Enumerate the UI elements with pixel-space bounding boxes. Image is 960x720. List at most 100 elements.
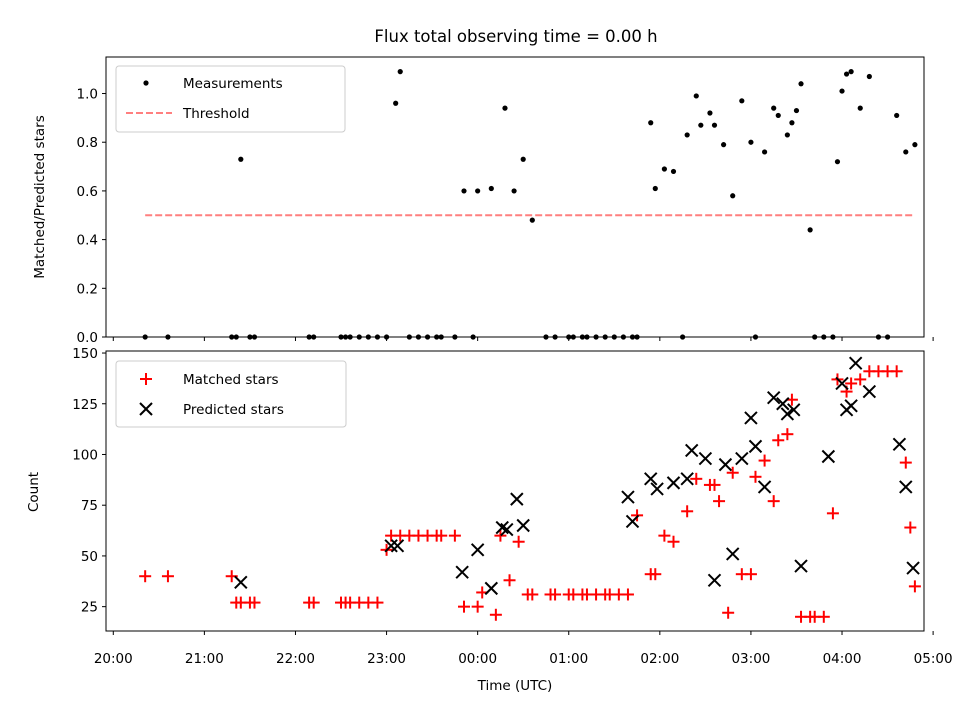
measurement-point (475, 188, 481, 194)
matched-star-point (708, 478, 721, 491)
legend-matched-marker (140, 373, 152, 385)
bottom-ylabel: Count (26, 472, 42, 512)
predicted-star-point (848, 356, 863, 370)
bottom-xtick-label: 03:00 (731, 651, 770, 667)
measurement-point (711, 122, 718, 128)
bottom-ytick-label: 125 (72, 397, 98, 413)
predicted-star-point (685, 443, 699, 458)
measurement-point (807, 227, 813, 233)
measurement-point (648, 120, 654, 126)
matched-star-point (908, 580, 921, 593)
matched-star-point (826, 507, 839, 520)
predicted-star-point (892, 437, 907, 452)
matched-star-point (631, 509, 644, 522)
matched-star-point (726, 466, 739, 479)
measurement-point (511, 188, 517, 194)
top-ytick-label: 0.6 (77, 184, 98, 200)
measurement-point (903, 149, 909, 155)
predicted-star-point (757, 480, 772, 494)
measurement-point (488, 185, 494, 192)
predicted-star-point (470, 543, 485, 557)
bottom-ytick-label: 100 (72, 447, 98, 463)
predicted-star-point (748, 439, 763, 454)
predicted-star-point (625, 514, 640, 529)
matched-star-point (758, 454, 771, 467)
matched-star-point (435, 529, 448, 542)
matched-star-point (817, 610, 830, 623)
predicted-star-point (906, 561, 920, 575)
measurement-point (502, 105, 508, 111)
legend-predicted-label: Predicted stars (183, 402, 284, 418)
matched-star-point (448, 529, 461, 542)
predicted-star-point (390, 539, 405, 553)
predicted-star-point (844, 399, 858, 413)
bottom-xlabel: Time (UTC) (477, 678, 553, 694)
bottom-ytick-label: 50 (81, 549, 98, 565)
matched-star-point (781, 428, 794, 441)
measurement-point (397, 69, 403, 75)
matched-star-point (161, 570, 174, 583)
top-panel: 0.0 0.2 0.4 0.6 0.8 1.0 Matched/Predicted sta… (32, 56, 934, 346)
matched-star-point (526, 588, 539, 601)
matched-star-point (307, 596, 320, 609)
measurement-point (793, 107, 800, 114)
predicted-star-point (516, 518, 530, 533)
predicted-star-point (484, 581, 499, 596)
measurement-point (866, 73, 872, 80)
measurement-point (720, 142, 727, 148)
matched-star-point (621, 588, 634, 601)
predicted-star-point (455, 565, 469, 579)
measurement-point (912, 142, 918, 148)
legend-threshold-label: Threshold (182, 106, 250, 122)
predicted-star-point (766, 390, 781, 405)
matched-star-point (854, 373, 867, 386)
measurement-point (739, 98, 745, 104)
measurement-point (461, 188, 467, 194)
predicted-star-point (726, 547, 740, 561)
matched-star-point (549, 588, 562, 601)
predicted-star-point (794, 559, 808, 573)
bottom-legend: Matched stars Predicted stars (115, 360, 347, 428)
measurement-point (661, 166, 667, 172)
predicted-star-point (621, 490, 635, 504)
bottom-xtick-label: 02:00 (640, 651, 679, 667)
bottom-xtick-label: 01:00 (549, 651, 588, 667)
matched-star-point (457, 600, 470, 613)
measurement-point (894, 112, 900, 119)
bottom-xtick-label: 20:00 (94, 651, 133, 667)
matched-star-point (503, 574, 516, 587)
top-ytick-label: 0.0 (77, 330, 98, 346)
matched-star-point (371, 596, 384, 609)
measurement-point (529, 217, 535, 223)
matched-star-point (512, 535, 525, 548)
predicted-star-point (384, 539, 398, 553)
bottom-panel: 20:00 21:00 22:00 23:00 00:00 01:00 02:00 03:00… (26, 346, 953, 694)
matched-star-point (471, 600, 484, 613)
bottom-ytick-label: 150 (72, 346, 98, 362)
top-ytick-label: 1.0 (77, 87, 98, 103)
measurement-point (834, 159, 841, 165)
predicted-star-point (500, 522, 514, 537)
legend-predicted-marker (139, 402, 153, 416)
predicted-star-point (776, 397, 790, 411)
predicted-star-point (495, 520, 509, 535)
predicted-star-point (780, 407, 795, 421)
predicted-star-point (680, 472, 694, 486)
bottom-ytick-label: 75 (81, 498, 98, 514)
measurement-point (839, 88, 845, 94)
measurement-point (857, 105, 863, 111)
bottom-ytick-label: 25 (81, 600, 98, 616)
measurement-point (684, 132, 690, 138)
matched-star-point (904, 521, 917, 534)
predicted-star-point (821, 449, 836, 464)
measurement-point (798, 81, 804, 87)
bottom-xtick-label: 00:00 (458, 651, 497, 667)
measurement-point (761, 149, 768, 155)
top-ytick-label: 0.8 (77, 135, 98, 151)
measurement-point (771, 105, 777, 111)
measurement-point (848, 69, 854, 75)
legend-measurements-marker (143, 80, 149, 86)
measurement-point (748, 139, 754, 145)
measurement-point (693, 93, 699, 99)
